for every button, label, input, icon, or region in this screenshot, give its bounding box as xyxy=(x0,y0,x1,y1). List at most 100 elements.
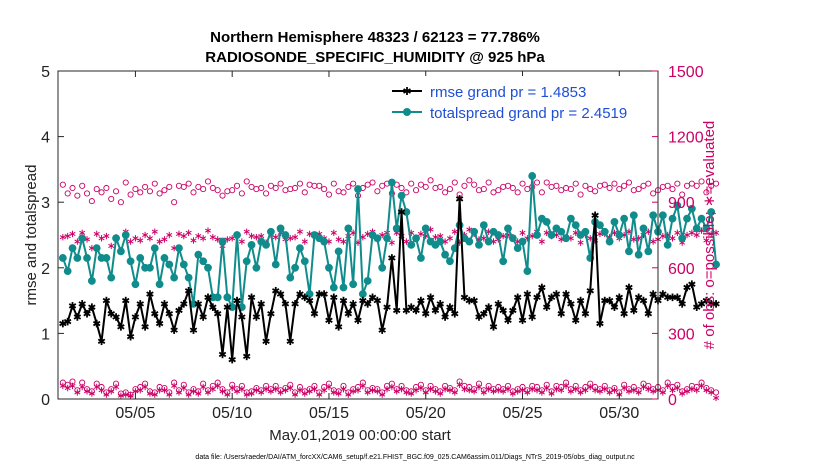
obs_evaluated_low-point xyxy=(263,385,270,393)
obs_evaluated_low-point xyxy=(669,387,676,394)
obs_possible-point xyxy=(292,184,299,192)
obs_possible-point xyxy=(166,183,173,190)
rmse-point xyxy=(567,300,575,308)
obs_possible-point xyxy=(258,184,265,192)
obs_possible-point xyxy=(79,182,86,189)
totalspread-point xyxy=(262,240,270,249)
obs_evaluated_low-point xyxy=(500,388,507,395)
legend-spread-marker xyxy=(403,108,411,116)
obs_possible-point xyxy=(471,181,478,188)
obs_possible-point xyxy=(558,187,565,194)
obs_possible-point xyxy=(69,184,76,192)
obs_evaluated_low-series xyxy=(59,381,720,402)
rmse-point xyxy=(136,300,144,308)
totalspread-point xyxy=(441,250,449,259)
x-tick-label: 05/10 xyxy=(212,405,252,422)
totalspread-point xyxy=(533,231,541,239)
obs_evaluated_low-point xyxy=(93,383,100,391)
totalspread-point xyxy=(625,247,633,256)
totalspread-point xyxy=(286,273,295,282)
obs_evaluated_low-point xyxy=(229,384,236,392)
obs_possible-point xyxy=(650,190,657,197)
obs_evaluated-point xyxy=(296,228,303,235)
obs_possible-point xyxy=(533,179,541,186)
obs_possible-point xyxy=(98,189,105,196)
rmse-point xyxy=(73,313,82,321)
obs_evaluated_low-point xyxy=(321,387,328,394)
obs_evaluated-point xyxy=(693,231,700,239)
rmse-point xyxy=(504,316,512,325)
rmse-point xyxy=(88,303,96,311)
y-tick-label: 1 xyxy=(41,326,50,343)
obs_possible-point xyxy=(403,189,410,196)
rmse-series xyxy=(59,195,720,364)
obs_evaluated_low-point xyxy=(98,387,105,394)
totalspread-point xyxy=(354,185,362,193)
obs_evaluated_low-point xyxy=(364,389,371,396)
totalspread-point xyxy=(421,224,430,233)
totalspread-point xyxy=(165,260,174,269)
rmse-point xyxy=(112,313,120,321)
rmse-point xyxy=(204,293,212,302)
obs_evaluated_low-point xyxy=(282,387,289,394)
obs_evaluated_low-point xyxy=(519,387,526,394)
obs_evaluated_low-point xyxy=(69,382,76,390)
totalspread-point xyxy=(547,231,556,239)
obs_possible-point xyxy=(417,181,424,188)
totalspread-point xyxy=(600,227,609,236)
rmse-point xyxy=(305,296,314,305)
obs_evaluated_low-point xyxy=(301,390,308,397)
rmse-point xyxy=(165,309,174,318)
obs_possible-point xyxy=(422,183,429,190)
totalspread-point xyxy=(702,224,711,233)
obs_possible-point xyxy=(703,189,710,196)
obs_evaluated-point xyxy=(301,238,308,245)
obs_evaluated_low-point xyxy=(195,390,202,397)
totalspread-point xyxy=(658,211,667,220)
rmse-point xyxy=(267,309,275,318)
rmse-point xyxy=(542,303,551,311)
rmse-point xyxy=(489,323,498,331)
totalspread-point xyxy=(712,260,720,269)
obs_evaluated-point xyxy=(335,236,342,243)
obs_evaluated_low-point xyxy=(64,384,71,392)
obs_evaluated-point xyxy=(190,237,197,244)
obs_evaluated_low-point xyxy=(606,389,613,396)
totalspread-point xyxy=(663,240,672,249)
rmse-point xyxy=(218,350,227,359)
obs_evaluated_low-point xyxy=(563,382,570,390)
obs_evaluated_low-point xyxy=(432,388,439,395)
axes-box xyxy=(57,70,659,400)
obs_evaluated_low-point xyxy=(175,389,182,396)
obs_evaluated_low-point xyxy=(587,383,594,391)
totalspread-point xyxy=(146,263,154,272)
totalspread-point xyxy=(373,234,382,243)
obs_evaluated_low-point xyxy=(509,390,516,397)
obs_evaluated-point xyxy=(659,232,666,240)
totalspread-point xyxy=(276,224,285,233)
obs_evaluated_low-point xyxy=(582,387,589,394)
totalspread-point xyxy=(508,234,517,243)
obs_evaluated-point xyxy=(103,232,110,240)
y-axis-label: rmse and totalspread xyxy=(23,165,40,306)
rmse-point xyxy=(160,300,169,308)
obs_evaluated_low-point xyxy=(408,390,415,397)
data-file-footnote: data file: /Users/raeder/DAI/ATM_forcXX/… xyxy=(195,454,635,461)
obs_evaluated_low-point xyxy=(306,388,313,395)
obs_possible-point xyxy=(93,186,100,193)
rmse-point xyxy=(180,300,188,308)
obs_evaluated_low-point xyxy=(272,385,279,393)
y-tick-label: 2 xyxy=(41,261,50,278)
obs_evaluated_low-point xyxy=(137,387,144,394)
obs_evaluated-point xyxy=(703,237,710,244)
rmse-point xyxy=(247,293,256,302)
rmse-point xyxy=(131,313,140,321)
totalspread-point xyxy=(281,231,290,239)
rmse-point xyxy=(320,290,328,298)
rmse-point xyxy=(605,296,614,305)
obs_evaluated_low-point xyxy=(466,387,473,394)
obs_possible-point xyxy=(461,182,468,189)
totalspread-point xyxy=(223,293,232,302)
